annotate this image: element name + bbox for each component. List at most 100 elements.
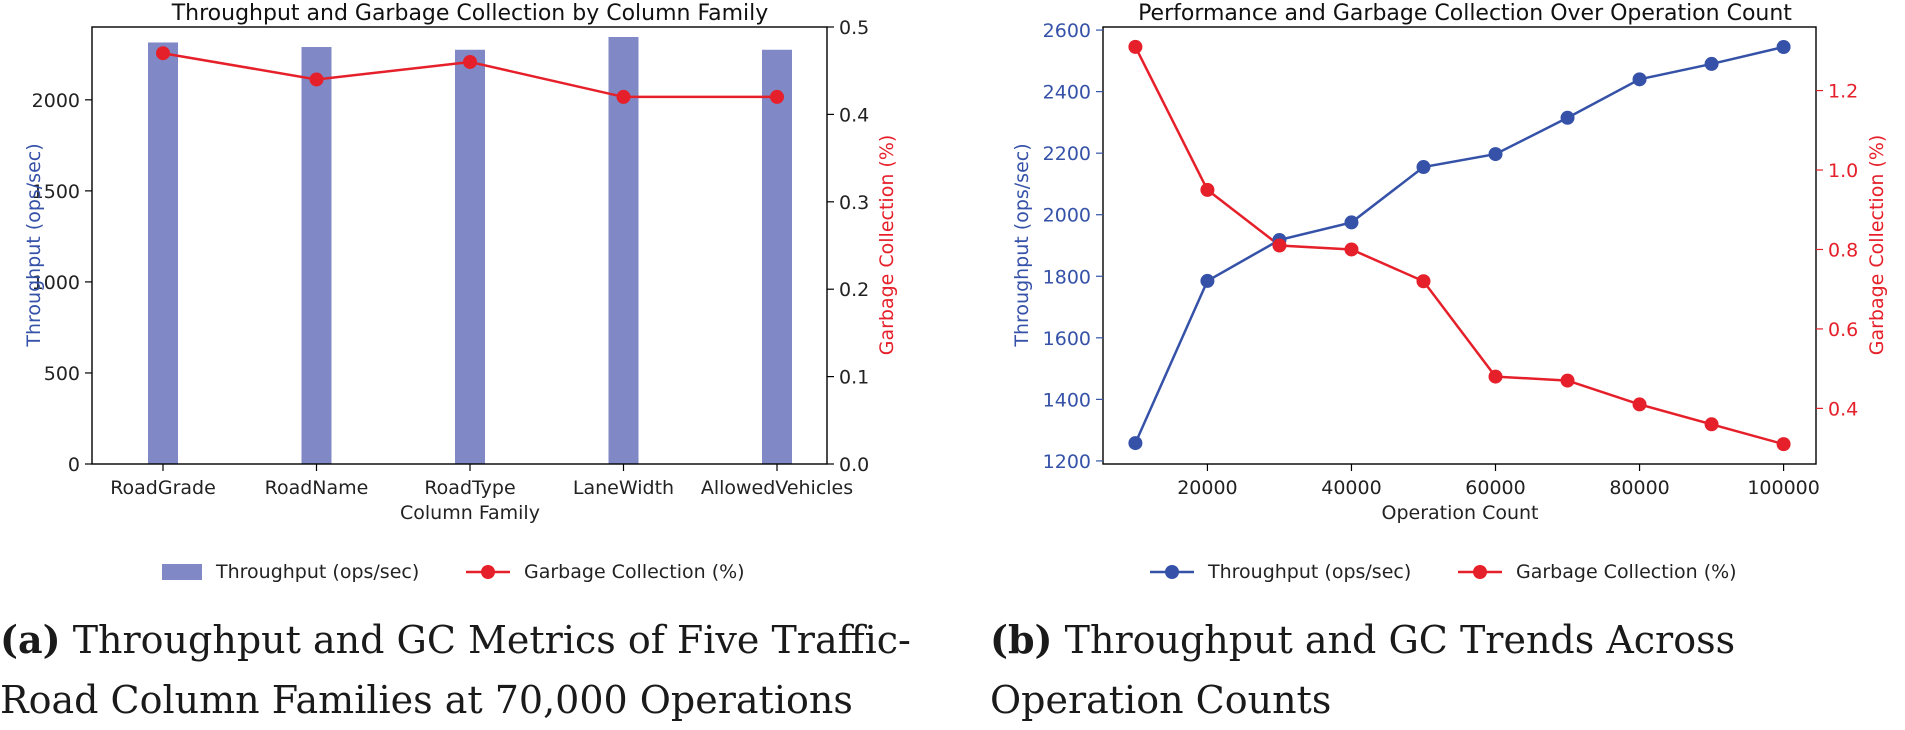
gc-point (1632, 397, 1647, 412)
gc-point-AllowedVehicles (770, 89, 784, 104)
x-tick-label: RoadName (265, 477, 369, 499)
chart-a-x-label: Column Family (400, 502, 540, 524)
throughput-point (1344, 215, 1359, 230)
y-tick-label: 2200 (1043, 143, 1091, 165)
gc-point-LaneWidth (616, 89, 631, 104)
throughput-point (1200, 273, 1215, 288)
x-tick-label: 40000 (1321, 477, 1381, 499)
legend-gc-marker (481, 565, 495, 579)
y2-tick-label: 0.4 (1828, 398, 1858, 420)
caption-a-text: Throughput and GC Metrics of Five Traffi… (0, 618, 911, 722)
gc-point (1344, 242, 1359, 257)
gc-point (1272, 238, 1287, 253)
throughput-line (1134, 45, 1784, 444)
y-tick-label: 500 (44, 363, 80, 385)
bar-LaneWidth (608, 37, 639, 464)
y2-tick-label: 0.6 (1828, 319, 1858, 341)
x-tick-label: 20000 (1177, 477, 1237, 499)
chart-b-legend: Throughput (ops/sec) Garbage Collection … (1150, 561, 1737, 583)
chart-b-y2-ticks: 0.4 0.6 0.8 1.0 1.2 (1816, 81, 1858, 420)
y-tick-label: 1500 (32, 181, 80, 203)
chart-a-y2-ticks: 0.0 0.1 0.2 0.3 0.4 0.5 (827, 17, 869, 476)
bar-RoadGrade (148, 42, 178, 465)
gc-point-RoadGrade (156, 46, 170, 61)
chart-a-bars (148, 37, 792, 465)
chart-b-y2-label: Garbage Collection (%) (1866, 135, 1888, 356)
gc-point (1416, 274, 1431, 289)
figure-canvas: Throughput and Garbage Collection by Col… (23, 1, 1888, 583)
throughput-point (1128, 436, 1143, 451)
x-tick-label: 60000 (1465, 477, 1525, 499)
chart-b-y-label: Throughput (ops/sec) (1011, 143, 1033, 347)
caption-b: (b) Throughput and GC Trends Across Oper… (990, 610, 1905, 730)
y-tick-label: 1000 (32, 272, 80, 294)
throughput-point (1416, 160, 1431, 175)
bar-RoadName (301, 47, 332, 464)
y-tick-label: 1400 (1043, 389, 1091, 411)
chart-a-title: Throughput and Garbage Collection by Col… (171, 1, 769, 26)
x-tick-label: 100000 (1747, 477, 1820, 499)
chart-a-gc-line (156, 46, 784, 104)
x-tick-label: RoadGrade (110, 477, 216, 499)
y2-tick-label: 0.5 (839, 17, 869, 39)
chart-a-y-ticks: 0 500 1000 1500 2000 (32, 90, 92, 476)
chart-a-legend-gc: Garbage Collection (%) (524, 561, 745, 583)
legend-throughput-marker (1165, 565, 1179, 579)
y-tick-label: 2000 (32, 90, 80, 112)
chart-a-legend-throughput: Throughput (ops/sec) (215, 561, 419, 583)
throughput-point (1560, 110, 1575, 125)
y-tick-label: 1600 (1043, 328, 1091, 350)
chart-b-title: Performance and Garbage Collection Over … (1138, 1, 1792, 26)
chart-b: Performance and Garbage Collection Over … (1011, 1, 1888, 583)
caption-b-tag: (b) (990, 617, 1053, 662)
y2-tick-label: 0.8 (1828, 239, 1858, 261)
chart-b-legend-gc: Garbage Collection (%) (1516, 561, 1737, 583)
y2-tick-label: 0.1 (839, 367, 869, 389)
chart-a: Throughput and Garbage Collection by Col… (23, 1, 898, 583)
chart-a-y2-label: Garbage Collection (%) (876, 135, 898, 356)
y2-tick-label: 0.2 (839, 279, 869, 301)
chart-b-y-ticks: 1200 1400 1600 1800 2000 2200 2400 2600 (1043, 20, 1103, 473)
x-tick-label: LaneWidth (573, 477, 674, 499)
caption-a-tag: (a) (0, 617, 61, 662)
y-tick-label: 1200 (1043, 451, 1091, 473)
x-tick-label: RoadType (424, 477, 515, 499)
chart-b-x-label: Operation Count (1381, 502, 1538, 524)
gc-point-RoadType (463, 54, 477, 69)
legend-bar-swatch (162, 564, 202, 580)
y2-tick-label: 0.0 (839, 454, 869, 476)
y-tick-label: 2600 (1043, 20, 1091, 42)
chart-a-plot-frame (91, 26, 828, 465)
chart-b-legend-throughput: Throughput (ops/sec) (1207, 561, 1411, 583)
y2-tick-label: 1.0 (1828, 160, 1858, 182)
y-tick-label: 2000 (1043, 205, 1091, 227)
gc-point (1128, 39, 1143, 54)
gc-point (1560, 373, 1575, 388)
y-tick-label: 0 (68, 454, 80, 476)
chart-a-y-label: Throughput (ops/sec) (23, 143, 45, 347)
chart-b-lines (1128, 39, 1791, 452)
throughput-point (1632, 72, 1647, 87)
y-tick-label: 1800 (1043, 266, 1091, 288)
throughput-point (1488, 147, 1503, 162)
caption-b-text: Throughput and GC Trends Across Operatio… (990, 618, 1736, 722)
gc-point (1776, 437, 1791, 452)
gc-point (1704, 417, 1719, 432)
y2-tick-label: 0.4 (839, 104, 869, 126)
chart-b-plot-frame (1102, 26, 1817, 465)
gc-point-RoadName (309, 72, 324, 87)
bar-RoadType (455, 49, 485, 465)
gc-point (1488, 369, 1503, 384)
x-tick-label: 80000 (1609, 477, 1669, 499)
throughput-point (1776, 40, 1791, 55)
gc-line (1134, 46, 1784, 446)
chart-a-legend: Throughput (ops/sec) Garbage Collection … (162, 561, 745, 583)
y2-tick-label: 1.2 (1828, 81, 1858, 103)
chart-b-x-ticks: 20000 40000 60000 80000 100000 (1177, 464, 1820, 499)
throughput-point (1704, 56, 1719, 71)
y2-tick-label: 0.3 (839, 192, 869, 214)
y-tick-label: 2400 (1043, 82, 1091, 104)
x-tick-label: AllowedVehicles (701, 477, 853, 499)
gc-point (1200, 182, 1215, 197)
chart-a-x-ticks: RoadGrade RoadName RoadType LaneWidth Allowe… (110, 464, 853, 499)
